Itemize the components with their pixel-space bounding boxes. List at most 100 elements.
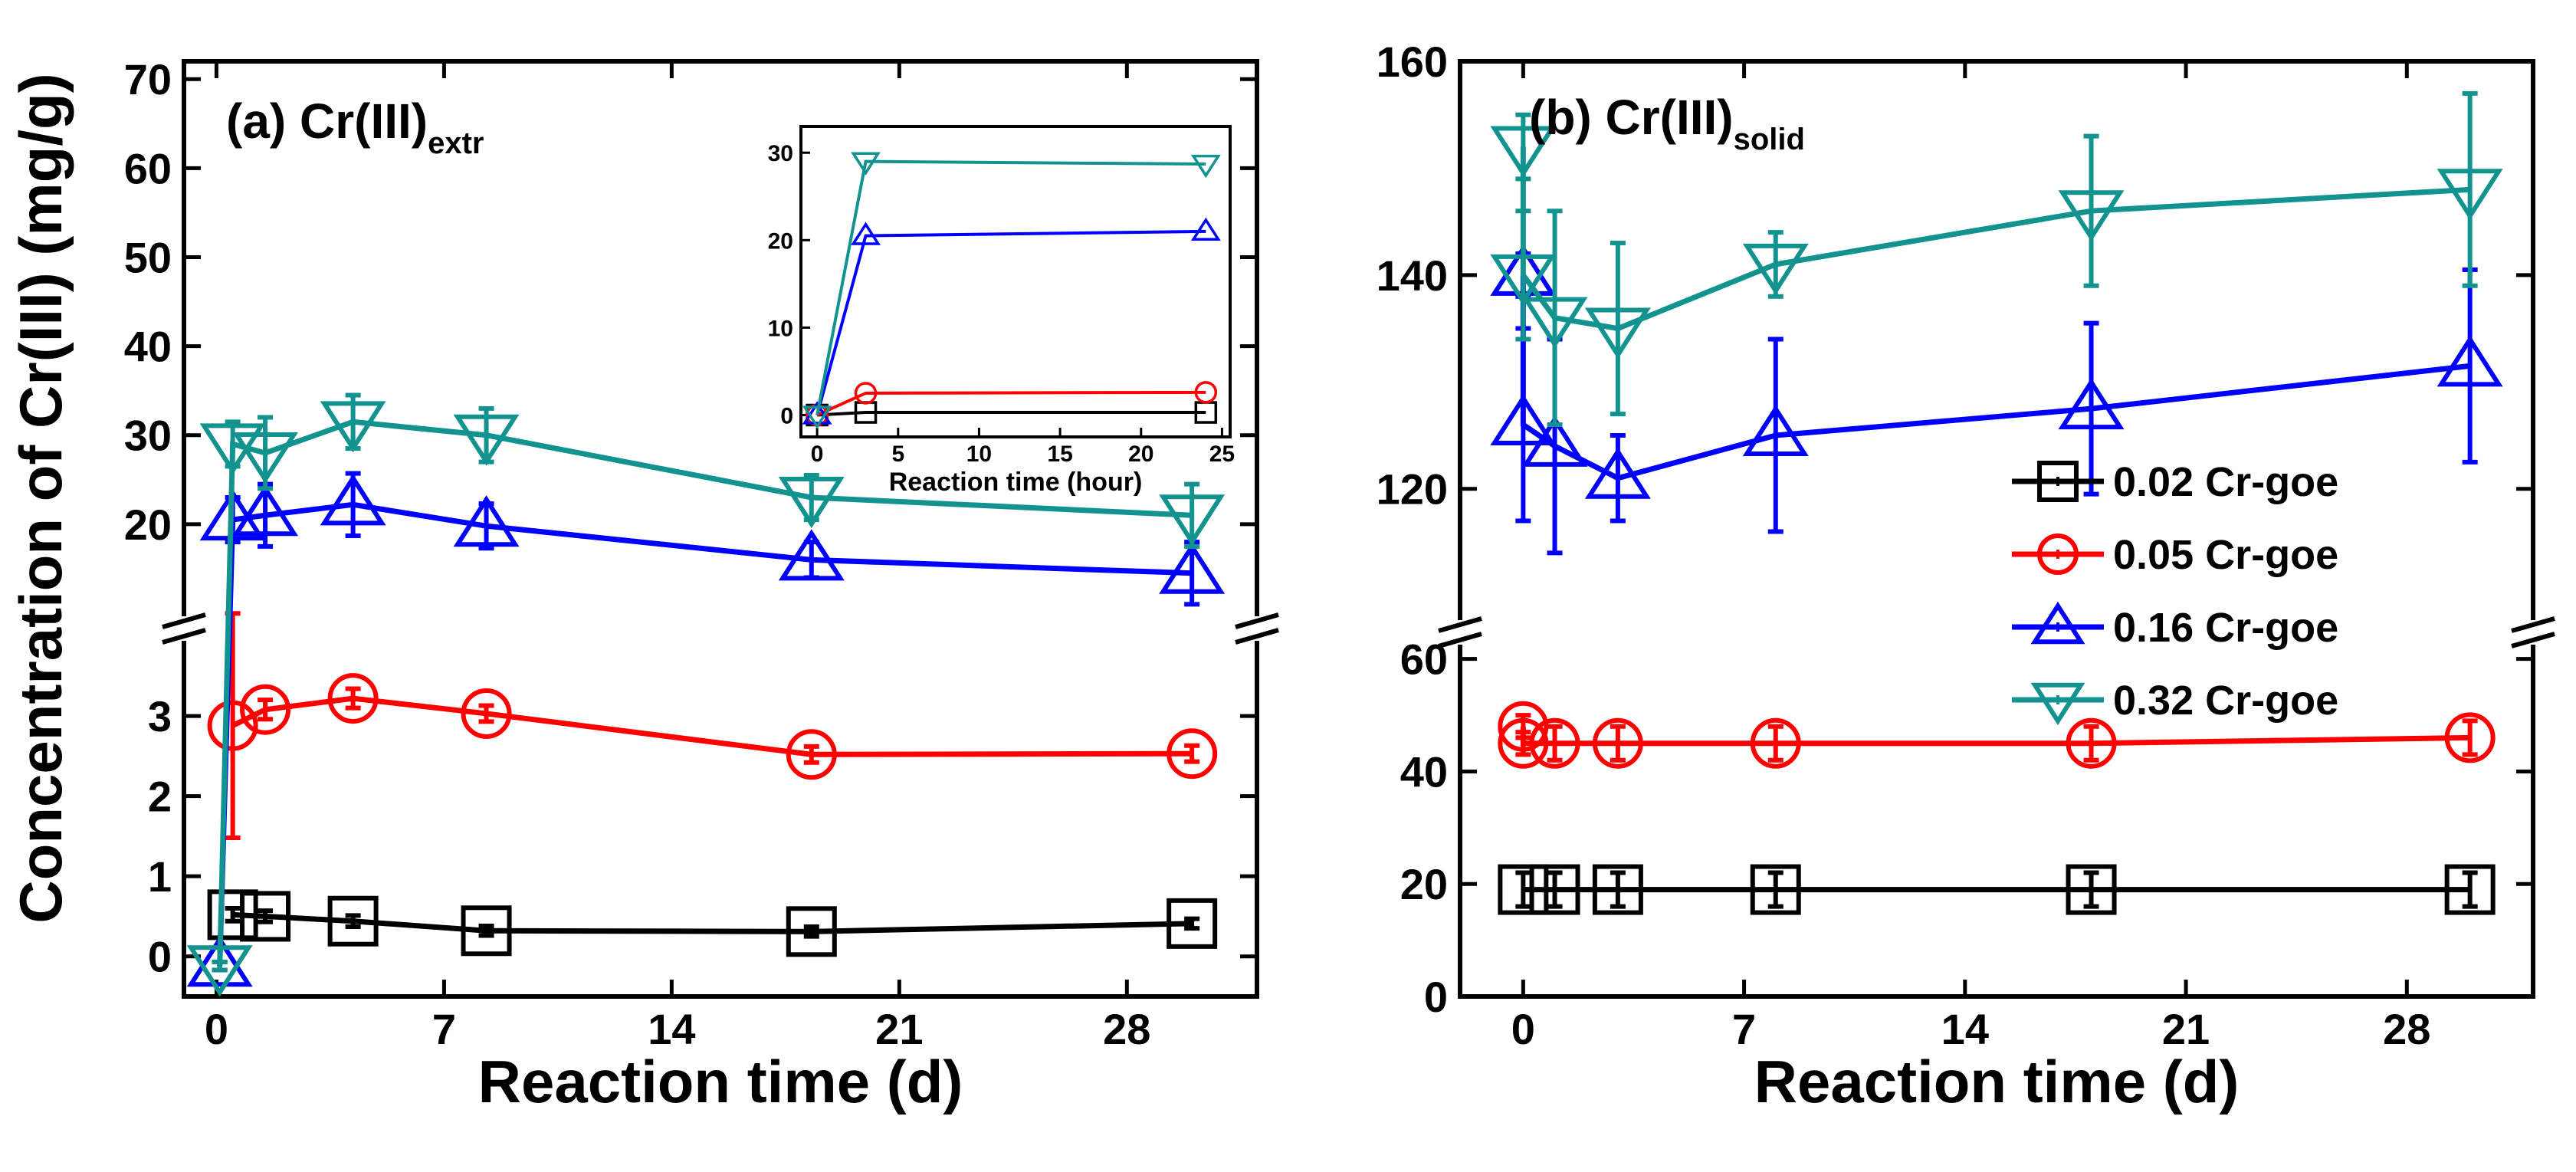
panel-b-y-tick-label: 20 <box>1400 860 1448 908</box>
panel-a-point-016-cr-goe <box>778 529 845 581</box>
inset-point-016-cr-goe <box>802 401 832 425</box>
panel-b-point-016-cr-goe <box>1584 447 1651 499</box>
panel-b-point-016-cr-goe <box>1490 393 1557 446</box>
inset-series-005-cr-goe <box>806 381 1218 427</box>
panel-a-x-tick-label: 14 <box>648 1005 695 1053</box>
panel-a-point-032-cr-goe <box>1159 494 1226 547</box>
panel-b-point-002-cr-goe <box>1498 864 1549 915</box>
legend-item-005-cr-goe: 0.05 Cr-goe <box>2012 532 2338 578</box>
panel-b-point-002-cr-goe <box>2444 864 2496 915</box>
legend-marker-005-cr-goe <box>2037 533 2079 575</box>
inset-x-tick-label: 20 <box>1128 442 1153 467</box>
panel-b-y-tick-label: 140 <box>1377 251 1448 300</box>
legend-marker-016-cr-goe <box>2030 601 2085 645</box>
panel-a-point-016-cr-goe <box>1159 542 1226 594</box>
panel-a-break-mark <box>162 612 206 629</box>
inset-series-016-cr-goe <box>802 217 1221 425</box>
panel-a-y-tick-label: 60 <box>124 144 172 192</box>
panel-b-line-005-cr-goe <box>1520 726 2470 747</box>
inset-y-tick-label: 0 <box>780 403 793 428</box>
legend-label: 0.16 Cr-goe <box>2113 605 2338 651</box>
panel-a-x-tick-label: 21 <box>875 1005 923 1053</box>
panel-a-label-sub: extr <box>428 126 484 160</box>
panel-b-point-005-cr-goe <box>2444 712 2496 763</box>
panel-a-point-032-cr-goe <box>232 432 299 484</box>
panel-b-point-005-cr-goe <box>1529 717 1580 769</box>
panel-b-label-sub: solid <box>1734 123 1805 156</box>
inset-line-016-cr-goe <box>815 229 1206 416</box>
inset-point-016-cr-goe <box>1190 217 1221 241</box>
panel-b-point-005-cr-goe <box>1498 717 1549 769</box>
y-axis-title: Concentration of Cr(III) (mg/g) <box>7 73 74 923</box>
inset-x-tick-label: 15 <box>1047 442 1072 467</box>
panel-b-series-032-cr-goe <box>1490 90 2503 428</box>
inset-point-032-cr-goe <box>851 152 881 176</box>
panel-b-point-032-cr-goe <box>1490 254 1557 306</box>
panel-a-series-002-cr-goe <box>207 889 1218 957</box>
panel-b-x-tick-label: 7 <box>1732 1005 1756 1053</box>
panel-b-y-tick-label: 160 <box>1377 38 1448 86</box>
legend-item-002-cr-goe: 0.02 Cr-goe <box>2012 459 2338 505</box>
panel-b-point-016-cr-goe <box>1521 415 1588 467</box>
panel-b-point-016-cr-goe <box>1742 404 1809 456</box>
panel-a-point-002-cr-goe <box>327 895 379 947</box>
panel-a-point-016-cr-goe <box>453 495 520 547</box>
panel-b-point-002-cr-goe <box>1750 864 1801 915</box>
panel-a-point-005-cr-goe <box>1167 728 1218 780</box>
legend-item-016-cr-goe: 0.16 Cr-goe <box>2012 601 2338 651</box>
panel-b-x-axis-title: Reaction time (d) <box>1754 1048 2240 1115</box>
panel-b-point-002-cr-goe <box>2066 864 2117 915</box>
panel-a-x-tick-label: 0 <box>205 1005 228 1053</box>
panel-a-y-tick-label: 40 <box>124 323 172 371</box>
panel-a-x-tick-label: 28 <box>1103 1005 1150 1053</box>
panel-b-point-005-cr-goe <box>1750 717 1801 769</box>
inset-point-016-cr-goe <box>851 222 881 245</box>
panel-a-point-016-cr-goe <box>232 484 299 537</box>
inset-series-002-cr-goe <box>806 401 1218 427</box>
panel-a-label-main: (a) Cr(III) <box>226 94 428 149</box>
panel-a-x-tick-label: 7 <box>432 1005 456 1053</box>
panel-a-y-tick-label: 0 <box>148 933 172 981</box>
panel-b-point-032-cr-goe <box>1584 307 1651 359</box>
panel-a-point-005-cr-goe <box>786 729 837 780</box>
legend-marker-032-cr-goe <box>2030 682 2085 726</box>
panel-a-y-tick-label: 2 <box>148 773 172 821</box>
panel-a-series-005-cr-goe <box>207 611 1218 840</box>
panel-a-point-032-cr-goe <box>453 414 520 466</box>
panel-b-break-mark <box>1438 632 1482 648</box>
legend-label: 0.05 Cr-goe <box>2113 532 2338 578</box>
panel-b-break-mark <box>1438 616 1482 633</box>
panel-a-y-tick-label: 3 <box>148 692 172 740</box>
panel-b-series-016-cr-goe <box>1490 244 2503 556</box>
panel-a-point-016-cr-goe <box>186 935 253 987</box>
panel-a-break-mark <box>1235 612 1279 629</box>
panel-b-x-tick-label: 0 <box>1511 1005 1535 1053</box>
panel-a-y-tick-label: 50 <box>124 233 172 281</box>
inset-point-005-cr-goe <box>1194 381 1218 404</box>
panel-a-line-032-cr-goe <box>217 419 1193 967</box>
panel-b-break-mark <box>2511 616 2555 633</box>
panel-a-y-tick-label: 1 <box>148 852 172 901</box>
panel-b-x-tick-label: 28 <box>2383 1005 2430 1053</box>
inset-x-tick-label: 0 <box>811 442 824 467</box>
panel-b-point-016-cr-goe <box>2058 378 2125 430</box>
panel-a-point-032-cr-goe <box>186 945 253 997</box>
panel-b-point-032-cr-goe <box>2058 190 2125 242</box>
panel-b-break-mark <box>2511 632 2555 648</box>
panel-b-label-main: (b) Cr(III) <box>1529 90 1734 145</box>
panel-a-line-002-cr-goe <box>232 911 1193 934</box>
inset-y-tick-label: 30 <box>768 141 793 166</box>
panel-a-series-032-cr-goe <box>186 392 1226 997</box>
panel-b-x-tick-label: 14 <box>1941 1005 1989 1053</box>
legend-marker-002-cr-goe <box>2037 461 2079 502</box>
panel-a-point-002-cr-goe <box>1167 898 1218 949</box>
panel-b-point-005-cr-goe <box>1592 717 1643 769</box>
panel-a-x-axis-title: Reaction time (d) <box>478 1048 963 1115</box>
panel-a-point-032-cr-goe <box>778 477 845 529</box>
panel-b-label: (b) Cr(III)solid <box>1529 90 1805 156</box>
panel-b-line-016-cr-goe <box>1520 274 2471 481</box>
inset-frame <box>799 125 1232 438</box>
panel-a-point-002-cr-goe <box>461 905 512 957</box>
